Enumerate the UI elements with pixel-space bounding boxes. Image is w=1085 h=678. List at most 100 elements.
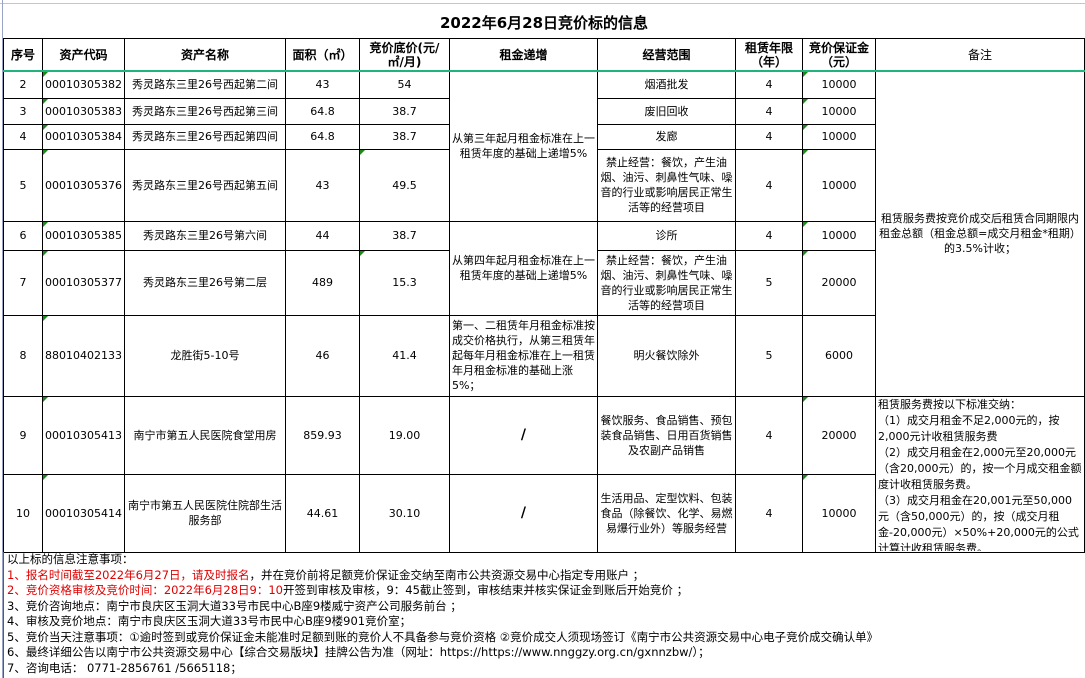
header-row: 序号 资产代码 资产名称 面积（㎡） 竞价底价(元/㎡/月) 租金递增 经营范围… [3,38,1085,72]
cell-seq: 10 [3,473,43,553]
cell-scope: 禁止经营：餐饮，产生油烟、油污、刺鼻性气味、噪音的行业或影响居民正常生活等的经营… [596,148,736,222]
cell-code: 00010305414 [42,473,125,553]
cell-deposit: 10000 [801,70,876,99]
table-row: 9 00010305413 南宁市第五人民医院食堂用房 859.93 19.00/餐饮服… [3,395,1085,553]
note-4: 4、审核及竞价地点：南宁市良庆区玉洞大道33号市民中心B座9楼901竞价室； [7,614,412,628]
cell-seq: 6 [3,220,43,251]
sheet-left-edge [2,0,3,678]
header-code: 资产代码 [42,38,125,72]
cell-scope: 烟酒批发 [596,70,736,99]
cell-remark: 租赁服务费按以下标准交纳： （1）成交月租金不足2,000元的，按2,000元计… [874,395,1085,553]
cell-price: 38.7 [358,123,450,150]
cell-area: 44 [284,220,360,251]
sheet-gridline [0,0,1085,4]
cell-area: 43 [284,148,360,222]
page-title: 2022年6月28日竞价标的信息 [3,8,1085,39]
note-1-text: ，并在竞价前将足额竞价保证金交纳至南市公共资源交易中心指定专用账户 ； [249,567,645,582]
cell-scope: 诊所 [596,220,736,251]
note-6: 6、最终详细公告以南宁市公共资源交易中心【综合交易版块】挂牌公告为准（网址：ht… [7,645,710,659]
cell-name: 南宁市第五人民医院食堂用房 [123,395,286,475]
cell-code: 00010305382 [42,70,125,99]
cell-years: 4 [734,148,803,222]
cell-years: 4 [734,395,803,475]
table-row: 2 00010305382 秀灵路东三里26号西起第二间 43 54 从第三年起月租金标准… [3,70,1085,397]
cell-price: 38.7 [358,220,450,251]
cell-seq: 8 [3,314,43,397]
cell-increase: 从第三年起月租金标准在上一租赁年度的基础上递增5% [448,70,598,222]
cell-code: 00010305413 [42,395,125,475]
cell-area: 43 [284,70,360,99]
header-name: 资产名称 [123,38,286,72]
cell-name: 秀灵路东三里26号西起第三间 [123,97,286,125]
remark-text: 租赁服务费按以下标准交纳： （1）成交月租金不足2,000元的，按2,000元计… [877,397,1082,551]
cell-seq: 3 [3,97,43,125]
table-row: 7 00010305377 秀灵路东三里26号第二层 489 15.3 禁止经营：餐饮，产… [3,249,1085,316]
cell-scope: 禁止经营：餐饮，产生油烟、油污、刺鼻性气味、噪音的行业或影响居民正常生活等的经营… [596,249,736,316]
cell-seq: 2 [3,70,43,99]
table-row: 8 88010402133 龙胜街5-10号 46 41.4 第一、二租赁年月租金标准按成… [3,314,1085,397]
cell-price: 49.5 [358,148,450,222]
header-price: 竞价底价(元/㎡/月) [358,38,450,72]
cell-seq: 9 [3,395,43,475]
cell-increase: / [448,473,598,553]
cell-scope: 餐饮服务、食品销售、预包装食品销售、日用百货销售及农副产品销售 [596,395,736,475]
cell-years: 4 [734,97,803,125]
cell-seq: 4 [3,123,43,150]
cell-years: 4 [734,473,803,553]
cell-deposit: 20000 [801,249,876,316]
cell-price: 19.00 [358,395,450,475]
header-area: 面积（㎡） [284,38,360,72]
cell-name: 秀灵路东三里26号西起第二间 [123,70,286,99]
cell-code: 00010305383 [42,97,125,125]
cell-scope: 废旧回收 [596,97,736,125]
note-1: 1、报名时间截至2022年6月27日，请及时报名，并在竞价前将足额竞价保证金交纳… [7,568,1082,584]
cell-years: 4 [734,123,803,150]
note-2-text: 开签到审核及审核，9：45截止签到，审核结束并核实保证金到账后开始竞价 ； [282,583,689,597]
cell-seq: 5 [3,148,43,222]
header-seq: 序号 [3,38,43,72]
cell-increase: 第一、二租赁年月租金标准按成交价格执行，从第三租赁年起每年月租金标准在上一租赁年… [448,314,598,397]
cell-scope: 发廊 [596,123,736,150]
cell-area: 859.93 [284,395,360,475]
cell-increase: 从第四年起月租金标准在上一租赁年度的基础上递增5% [448,220,598,316]
header-increase: 租金递增 [448,38,598,72]
table-row: 3 00010305383 秀灵路东三里26号西起第三间 64.8 38.7 废旧回收 4 1… [3,97,1085,125]
cell-price: 38.7 [358,97,450,125]
cell-seq: 7 [3,249,43,316]
note-2-highlight: 2、竞价资格审核及竞价时间：2022年6月28日9：10 [7,583,283,597]
cell-code: 00010305385 [42,220,125,251]
cell-remark: 租赁服务费按竞价成交后租赁合同期限内租金总额（租金总额=成交月租金*租期）的3.… [874,70,1085,397]
cell-name: 秀灵路东三里26号西起第五间 [123,148,286,222]
cell-code: 00010305376 [42,148,125,222]
cell-deposit: 10000 [801,97,876,125]
note-7: 7、咨询电话： 0771-2856761 /5665118； [7,660,242,675]
cell-price: 15.3 [358,249,450,316]
cell-years: 4 [734,70,803,99]
note-5: 5、竞价当天注意事项：①逾时签到或竞价保证金未能准时足额到账的竞价人不具备参与竞… [7,629,879,644]
cell-years: 4 [734,220,803,251]
cell-years: 5 [734,249,803,316]
table-row: 6 00010305385 秀灵路东三里26号第六间 44 38.7 从第四年起月租金标准… [3,220,1085,316]
note-1-highlight: 1、报名时间截至2022年6月27日，请及时报名 [7,567,250,582]
cell-area: 46 [284,314,360,397]
cell-name: 秀灵路东三里26号第六间 [123,220,286,251]
cell-deposit: 10000 [801,473,876,553]
cell-name: 南宁市第五人民医院住院部生活服务部 [123,473,286,553]
note-3: 3、竞价咨询地点：南宁市良庆区玉洞大道33号市民中心B座9楼威宁资产公司服务前台… [7,598,462,613]
notes-heading: 以上标的信息注意事项： [7,552,134,566]
cell-price: 54 [358,70,450,99]
cell-name: 龙胜街5-10号 [123,314,286,397]
table-row: 10 00010305414 南宁市第五人民医院住院部生活服务部 44.61 30.10… [3,473,1085,553]
notes-panel: 以上标的信息注意事项： 1、报名时间截至2022年6月27日，请及时报名，并在竞… [3,552,1082,678]
table-row: 4 00010305384 秀灵路东三里26号西起第四间 64.8 38.7 发廊 4 100… [3,123,1085,150]
cell-scope: 明火餐饮除外 [596,314,736,397]
note-2: 2、竞价资格审核及竞价时间：2022年6月28日9：10开签到审核及审核，9：4… [7,583,1082,599]
cell-deposit: 6000 [801,314,876,397]
cell-price: 41.4 [358,314,450,397]
cell-area: 64.8 [284,97,360,125]
cell-scope: 生活用品、定型饮料、包装食品（除餐饮、化学、易燃易爆行业外）等服务经营 [596,473,736,553]
cell-area: 44.61 [284,473,360,553]
header-scope: 经营范围 [596,38,736,72]
cell-deposit: 10000 [801,148,876,222]
cell-area: 64.8 [284,123,360,150]
